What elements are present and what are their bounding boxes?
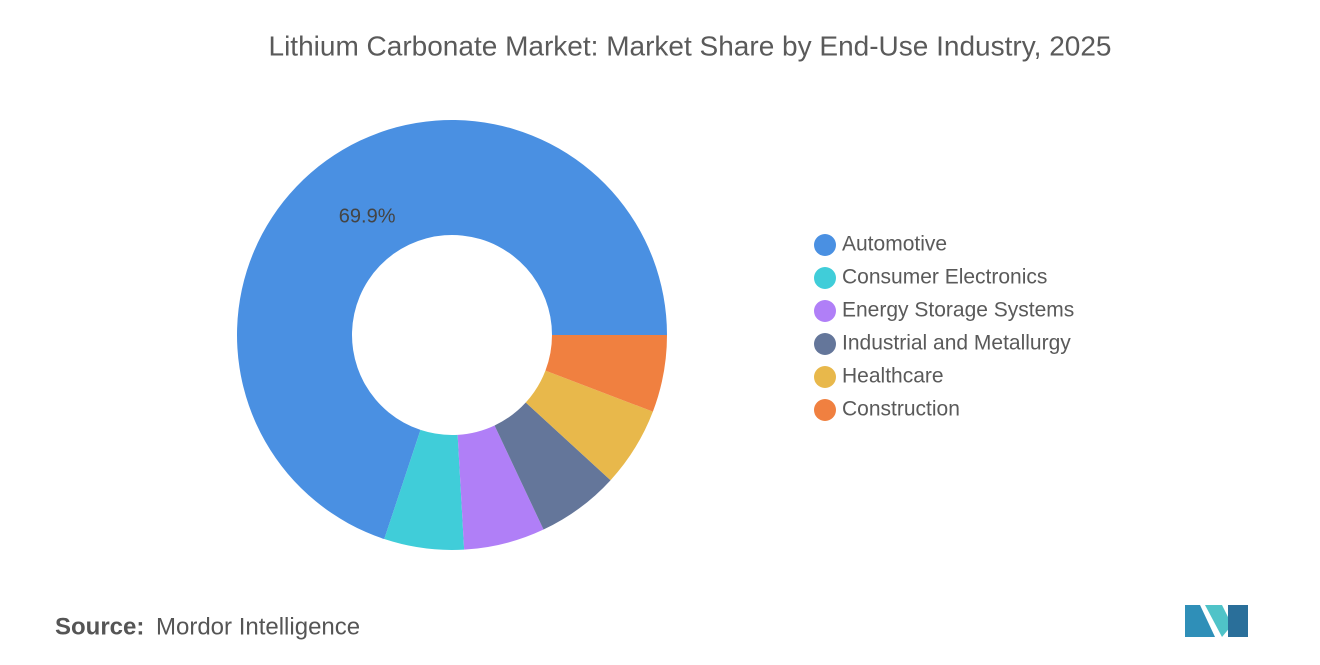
donut-segment — [545, 335, 667, 412]
legend-label: Healthcare — [842, 365, 944, 388]
legend-marker — [814, 300, 836, 322]
donut-segment — [525, 370, 653, 481]
legend-marker — [814, 267, 836, 289]
data-label: 69.9% — [339, 206, 396, 228]
legend-label: Consumer Electronics — [842, 266, 1047, 289]
source-label: Source: — [55, 613, 144, 640]
chart-title: Lithium Carbonate Market: Market Share b… — [269, 30, 1112, 61]
legend-label: Construction — [842, 398, 960, 421]
legend-marker — [814, 399, 836, 421]
donut-segment — [494, 402, 611, 530]
legend-marker — [814, 366, 836, 388]
legend-marker — [814, 234, 836, 256]
legend-label: Industrial and Metallurgy — [842, 332, 1071, 355]
donut-segment — [457, 425, 544, 550]
legend-label: Automotive — [842, 233, 947, 256]
legend-label: Energy Storage Systems — [842, 299, 1074, 322]
logo — [1185, 605, 1248, 637]
donut-segment — [237, 119, 668, 540]
source: Mordor Intelligence — [156, 613, 360, 640]
legend-marker — [814, 333, 836, 355]
donut-segment — [384, 429, 465, 550]
